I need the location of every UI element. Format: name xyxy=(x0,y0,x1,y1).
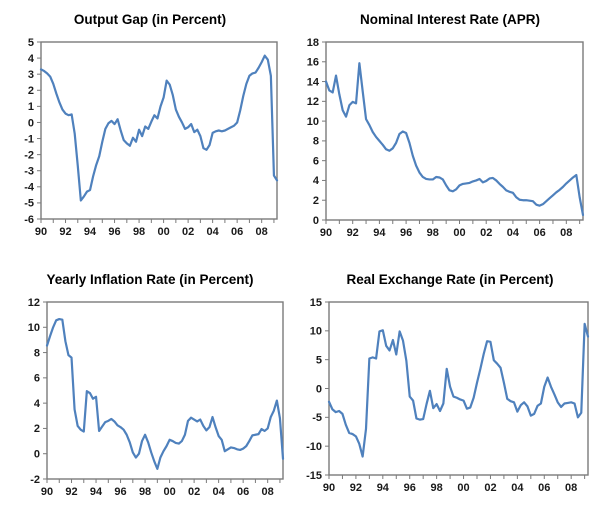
y-tick-label: 0 xyxy=(316,383,322,395)
y-tick-label: 8 xyxy=(313,136,319,148)
y-tick-label: -4 xyxy=(24,182,35,194)
x-tick-label: 00 xyxy=(457,482,469,494)
chart-title-nominal-interest-rate: Nominal Interest Rate (APR) xyxy=(359,12,541,27)
x-tick-label: 90 xyxy=(320,227,332,239)
x-tick-label: 08 xyxy=(560,227,572,239)
x-tick-label: 94 xyxy=(373,227,386,239)
x-tick-label: 00 xyxy=(157,226,169,238)
x-tick-label: 96 xyxy=(108,226,120,238)
y-tick-label: 3 xyxy=(28,69,34,81)
x-tick-label: 08 xyxy=(565,482,577,494)
y-tick-label: -2 xyxy=(30,474,40,486)
y-tick-label: 15 xyxy=(310,297,322,309)
x-tick-label: 90 xyxy=(35,226,47,238)
x-tick-label: 08 xyxy=(256,226,268,238)
x-tick-label: 92 xyxy=(65,486,77,498)
y-tick-label: 0 xyxy=(34,449,40,461)
data-line xyxy=(39,54,279,202)
chart-real-exchange-rate: Real Exchange Rate (in Percent) 15 10 5 0 -5… xyxy=(300,260,600,527)
y-tick-label: 2 xyxy=(313,195,319,207)
x-tick-label: 96 xyxy=(400,227,412,239)
x-tick-label: 04 xyxy=(213,486,226,498)
x-tick-label: 08 xyxy=(262,486,274,498)
chart-output-gap: Output Gap (in Percent) 5 4 3 2 1 0 -1 -2 -3 -4 -5… xyxy=(0,0,300,260)
chart-title-real-exchange-rate: Real Exchange Rate (in Percent) xyxy=(346,272,554,287)
y-tick-label: -6 xyxy=(24,214,34,226)
y-tick-label: 10 xyxy=(310,326,322,338)
plot-frame xyxy=(328,301,589,476)
y-tick-label: 1 xyxy=(28,101,34,113)
y-tick-label: 10 xyxy=(307,116,319,128)
y-tick-label: 16 xyxy=(307,57,319,69)
chart-nominal-interest-rate: Nominal Interest Rate (APR) 18 16 14 12 10 8 6… xyxy=(300,0,600,260)
x-tick-label: 92 xyxy=(350,482,362,494)
chart-title-yearly-inflation-rate: Yearly Inflation Rate (in Percent) xyxy=(46,272,254,287)
x-tick-label: 04 xyxy=(511,482,524,494)
y-tick-label: 8 xyxy=(34,347,40,359)
x-tick-label: 98 xyxy=(139,486,151,498)
x-tick-label: 98 xyxy=(133,226,145,238)
data-line xyxy=(327,322,590,458)
x-tick-label: 92 xyxy=(59,226,71,238)
y-tick-label: 12 xyxy=(28,297,40,309)
y-tick-label: 2 xyxy=(34,423,40,435)
y-tick-label: -5 xyxy=(24,198,34,210)
x-tick-label: 94 xyxy=(377,482,390,494)
plot-frame xyxy=(40,41,278,220)
x-tick-label: 96 xyxy=(404,482,416,494)
y-tick-label: 2 xyxy=(28,85,34,97)
data-line xyxy=(324,62,585,217)
x-tick-label: 06 xyxy=(538,482,550,494)
y-tick-label: -15 xyxy=(306,470,322,482)
y-tick-label: 6 xyxy=(34,373,40,385)
y-tick-label: 5 xyxy=(28,37,34,49)
x-tick-label: 04 xyxy=(507,227,520,239)
y-tick-label: 4 xyxy=(28,53,35,65)
x-tick-label: 92 xyxy=(347,227,359,239)
x-tick-label: 00 xyxy=(453,227,465,239)
x-tick-label: 02 xyxy=(484,482,496,494)
y-tick-label: 0 xyxy=(28,117,34,129)
y-tick-label: 14 xyxy=(307,76,320,88)
x-tick-label: 94 xyxy=(90,486,103,498)
y-tick-label: -3 xyxy=(24,166,34,178)
y-tick-label: -10 xyxy=(306,441,322,453)
y-tick-label: 4 xyxy=(34,398,41,410)
x-tick-label: 06 xyxy=(533,227,545,239)
output-gap-plot: 5 4 3 2 1 0 -1 -2 -3 -4 -5 -690 92 94 96 98 00 02 04 06 08 xyxy=(24,37,279,238)
x-tick-label: 90 xyxy=(41,486,53,498)
chart-title-output-gap: Output Gap (in Percent) xyxy=(73,12,227,27)
x-tick-label: 00 xyxy=(163,486,175,498)
y-tick-label: 5 xyxy=(316,354,322,366)
x-tick-label: 98 xyxy=(431,482,443,494)
y-tick-label: 4 xyxy=(313,175,320,187)
data-line xyxy=(45,317,285,470)
x-tick-label: 06 xyxy=(237,486,249,498)
x-tick-label: 02 xyxy=(182,226,194,238)
x-tick-label: 90 xyxy=(323,482,335,494)
yearly-inflation-rate-plot: 12 10 8 6 4 2 0 -290 92 94 96 98 00 02 04 06 08 xyxy=(28,297,285,498)
x-tick-label: 02 xyxy=(188,486,200,498)
nominal-interest-rate-plot: 18 16 14 12 10 8 6 4 2 090 92 94 96 98 00 02 04 06 08 xyxy=(307,37,585,239)
x-tick-label: 02 xyxy=(480,227,492,239)
y-tick-label: -2 xyxy=(24,149,34,161)
y-tick-label: 18 xyxy=(307,37,319,49)
chart-yearly-inflation-rate: Yearly Inflation Rate (in Percent) 12 10 8… xyxy=(0,260,300,527)
plot-frame xyxy=(325,41,584,221)
x-tick-label: 94 xyxy=(84,226,97,238)
y-tick-label: 0 xyxy=(313,215,319,227)
y-tick-label: 10 xyxy=(28,322,40,334)
x-tick-label: 98 xyxy=(427,227,439,239)
x-tick-label: 06 xyxy=(231,226,243,238)
y-tick-label: 12 xyxy=(307,96,319,108)
y-tick-label: -5 xyxy=(312,412,322,424)
x-tick-label: 96 xyxy=(114,486,126,498)
x-tick-label: 04 xyxy=(207,226,220,238)
y-tick-label: 6 xyxy=(313,155,319,167)
plot-frame xyxy=(46,301,284,480)
y-tick-label: -1 xyxy=(24,133,34,145)
